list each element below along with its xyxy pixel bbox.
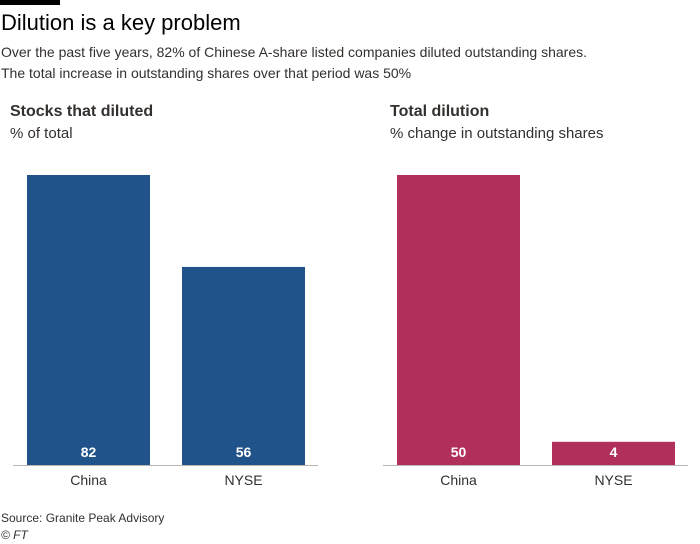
stocks-diluted-category-label: NYSE — [224, 472, 262, 488]
footer: Source: Granite Peak Advisory © FT — [1, 510, 164, 544]
chart-title: Dilution is a key problem — [1, 10, 241, 35]
total-dilution-bar-china — [397, 175, 520, 465]
left-panel-unit: % of total — [10, 125, 73, 142]
total-dilution-category-label: NYSE — [594, 472, 632, 488]
stocks-diluted-value-label: 82 — [81, 444, 97, 460]
left-panel-title: Stocks that diluted — [10, 103, 154, 120]
right-panel-unit: % change in outstanding shares — [390, 125, 604, 142]
total-dilution-value-label: 4 — [610, 444, 618, 460]
total-dilution-category-label: China — [440, 472, 477, 488]
total-dilution-value-label: 50 — [451, 444, 467, 460]
top-rule — [0, 0, 60, 5]
subtitle-line: Over the past five years, 82% of Chinese… — [1, 44, 587, 60]
credit-note: © FT — [1, 528, 28, 542]
right-panel-title: Total dilution — [390, 103, 490, 120]
stocks-diluted-bar-china — [27, 175, 150, 465]
source-note: Source: Granite Peak Advisory — [1, 511, 165, 525]
total-dilution-bar-nyse — [552, 441, 675, 465]
stocks-diluted-chart: 82 China 56 NYSE — [13, 175, 318, 488]
chart-subtitle: Over the past five years, 82% of Chinese… — [1, 42, 691, 84]
subtitle-line: The total increase in outstanding shares… — [1, 65, 412, 81]
stocks-diluted-category-label: China — [70, 472, 107, 488]
stocks-diluted-value-label: 56 — [236, 444, 252, 460]
stocks-diluted-bar-nyse — [182, 266, 305, 465]
total-dilution-chart: 50 China 4 NYSE — [383, 175, 688, 488]
